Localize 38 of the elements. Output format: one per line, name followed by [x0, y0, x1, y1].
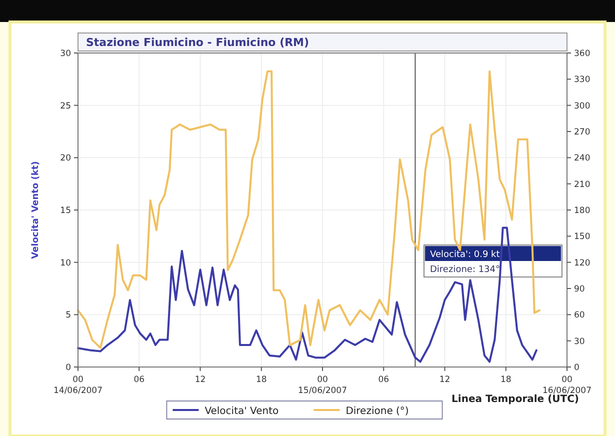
x-tick-label: 18: [256, 375, 267, 385]
chart-title: Stazione Fiumicino - Fiumicino (RM): [86, 36, 310, 49]
y2-tick-label: 60: [574, 310, 585, 321]
y2-tick-label: 120: [574, 258, 590, 268]
y2-tick-label: 30: [574, 336, 585, 347]
y2-tick-label: 150: [574, 232, 590, 242]
y2-tick-label: 270: [574, 128, 590, 138]
tooltip-box: Velocita': 0.9 kt Direzione: 134°: [424, 244, 562, 278]
y2-tick-label: 240: [574, 154, 590, 164]
x-tick-label: 00 15/06/2007: [298, 375, 347, 396]
x-tick-label: 06: [378, 375, 390, 385]
annotation: Velocita': 0.9 kt: [430, 250, 500, 260]
y2-tick-label: 210: [574, 180, 590, 190]
y2-tick-label: 330: [574, 75, 590, 86]
x-tick-label: 12: [194, 375, 206, 385]
y2-tick-label: 180: [574, 206, 590, 216]
y-tick-label: 15: [60, 206, 71, 216]
y-tick-label: 25: [60, 101, 71, 112]
x-axis-title: Linea Temporale (UTC): [452, 394, 579, 405]
annotation: Direzione: 134°: [430, 265, 500, 275]
x-tick-label: 18: [500, 375, 512, 385]
line-series: [77, 226, 538, 363]
y2-tick-label: 300: [574, 101, 590, 112]
y2-tick-label: 90: [574, 284, 585, 294]
y2-tick-label: 0: [574, 363, 580, 373]
legend-label: Velocita' Vento: [204, 406, 279, 417]
x-tick-label: 00 14/06/2007: [54, 375, 102, 396]
y-tick-label: 10: [60, 258, 71, 268]
x-tick-label: 06: [134, 375, 145, 385]
legend-label: Direzione (°): [346, 406, 409, 417]
y2-tick-label: 360: [574, 49, 590, 59]
y-tick-label: 30: [60, 49, 71, 59]
y-axis-title: Velocita' Vento (kt): [31, 161, 41, 259]
y-tick-label: 20: [60, 154, 71, 164]
line-series: [77, 70, 540, 349]
y-tick-label: 0: [66, 363, 71, 373]
x-tick-label: 12: [439, 375, 450, 385]
y-tick-label: 5: [66, 310, 71, 321]
